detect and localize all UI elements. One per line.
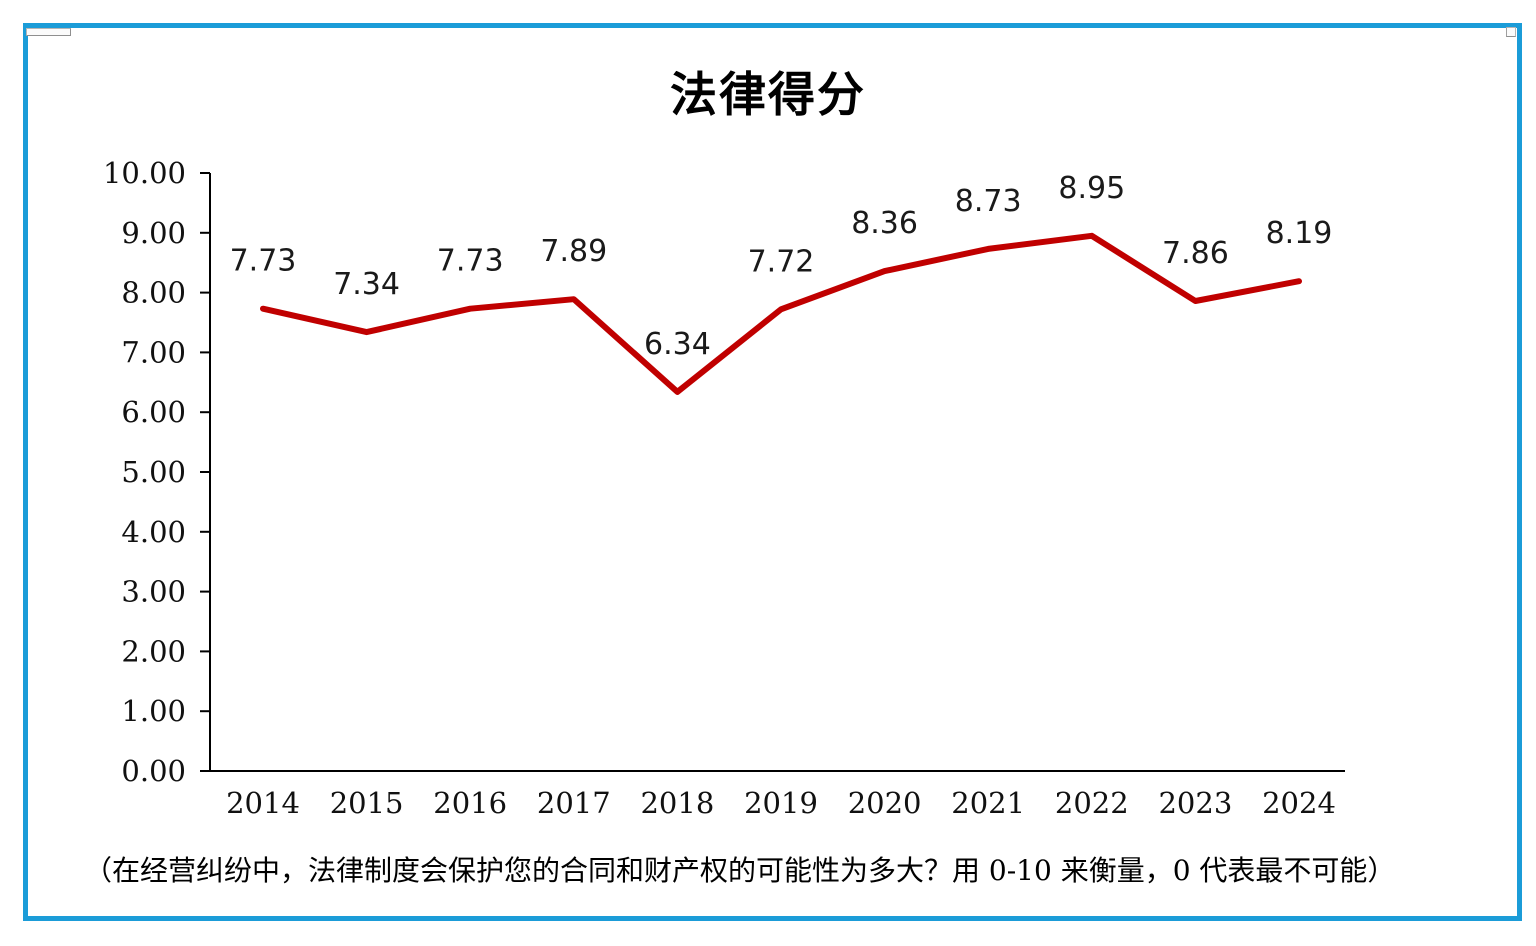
y-tick-label: 1.00 bbox=[121, 694, 186, 728]
y-tick-label: 8.00 bbox=[121, 276, 186, 310]
x-tick-label: 2016 bbox=[433, 786, 507, 820]
data-label: 8.36 bbox=[851, 206, 918, 241]
y-tick-label: 4.00 bbox=[121, 515, 186, 549]
y-tick-label: 3.00 bbox=[121, 575, 186, 609]
data-label: 8.19 bbox=[1266, 216, 1333, 251]
y-tick-label: 10.00 bbox=[103, 156, 186, 190]
data-label: 7.86 bbox=[1162, 236, 1229, 271]
data-label: 7.73 bbox=[437, 244, 504, 279]
resize-handle-left[interactable] bbox=[26, 28, 71, 36]
y-tick-label: 5.00 bbox=[121, 455, 186, 489]
x-tick-label: 2020 bbox=[848, 786, 922, 820]
x-tick-label: 2018 bbox=[640, 786, 714, 820]
y-tick-label: 0.00 bbox=[121, 754, 186, 788]
data-label: 8.95 bbox=[1058, 171, 1125, 206]
x-tick-label: 2023 bbox=[1158, 786, 1232, 820]
chart-caption: （在经营纠纷中，法律制度会保护您的合同和财产权的可能性为多大？用 0-10 来衡… bbox=[84, 854, 1396, 887]
series-line bbox=[260, 232, 1302, 395]
data-label: 6.34 bbox=[644, 327, 711, 362]
x-tick-label: 2021 bbox=[951, 786, 1025, 820]
x-tick-label: 2019 bbox=[744, 786, 818, 820]
y-tick-label: 9.00 bbox=[121, 216, 186, 250]
chart-title: 法律得分 bbox=[670, 68, 866, 123]
y-tick-label: 2.00 bbox=[121, 634, 186, 668]
data-label: 7.34 bbox=[333, 267, 400, 302]
resize-handle-right[interactable] bbox=[1506, 27, 1516, 37]
y-tick-label: 6.00 bbox=[121, 395, 186, 429]
x-tick-label: 2015 bbox=[330, 786, 404, 820]
x-tick-label: 2014 bbox=[226, 786, 300, 820]
data-label: 7.89 bbox=[540, 234, 607, 269]
data-label: 7.73 bbox=[230, 244, 297, 279]
x-tick-label: 2017 bbox=[537, 786, 611, 820]
x-tick-label: 2022 bbox=[1055, 786, 1129, 820]
data-label: 8.73 bbox=[955, 184, 1022, 219]
y-tick-label: 7.00 bbox=[121, 335, 186, 369]
data-label: 7.72 bbox=[748, 244, 815, 279]
x-tick-label: 2024 bbox=[1262, 786, 1336, 820]
